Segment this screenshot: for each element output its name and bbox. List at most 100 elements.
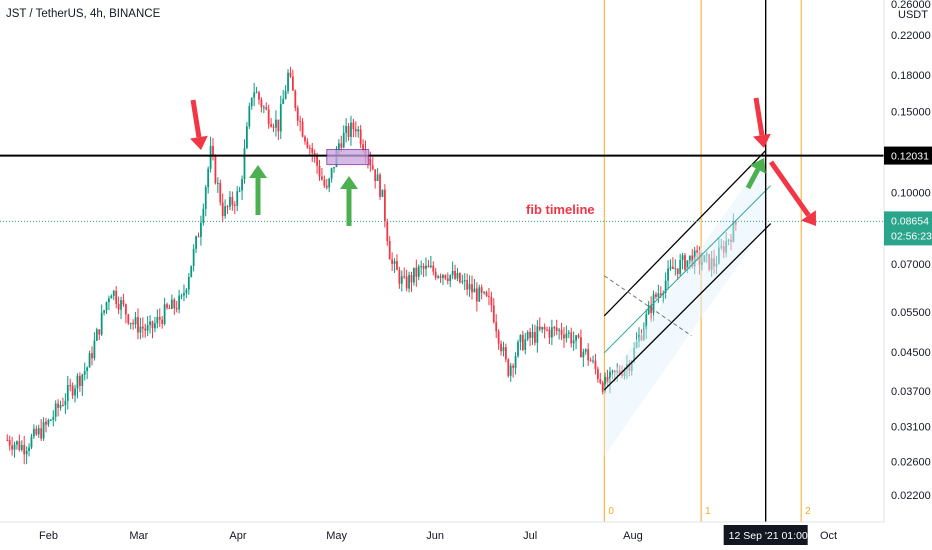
candle-body: [393, 261, 396, 264]
candle-body: [54, 403, 57, 417]
candle-body: [238, 190, 241, 192]
candle-body: [76, 375, 79, 389]
candle-body: [156, 317, 159, 324]
level-price-tag: [884, 146, 932, 165]
candle-body: [25, 450, 28, 455]
red-arrow-down-head: [801, 210, 816, 226]
candle-body: [398, 270, 401, 284]
candle-body: [546, 329, 548, 331]
candle-body: [488, 295, 490, 297]
green-arrow-up-head: [340, 176, 358, 189]
candle-body: [236, 191, 239, 206]
candle-body: [449, 275, 452, 282]
candle-body: [6, 439, 9, 441]
candle-body: [536, 326, 539, 343]
candle-body: [408, 274, 410, 289]
candle-body: [371, 165, 374, 170]
candle-body: [272, 126, 275, 128]
candle-body: [374, 169, 377, 181]
candle-body: [386, 221, 389, 242]
candle-body: [688, 255, 691, 261]
candle-body: [40, 428, 43, 439]
price-tick-label: 0.03700: [891, 386, 931, 398]
green-arrow-up-shaft: [745, 168, 761, 190]
candle-body: [231, 197, 234, 205]
green-arrow-up-head: [749, 158, 766, 174]
candle-body: [473, 288, 476, 293]
plot-area[interactable]: [0, 0, 884, 522]
price-tick-label: 0.26000: [891, 0, 931, 11]
candle-body: [323, 179, 326, 186]
candle-body: [42, 421, 45, 439]
candle-body: [308, 147, 311, 149]
candle-body: [255, 92, 258, 94]
price-tick-label: 0.03100: [891, 421, 931, 433]
candle-body: [659, 293, 662, 295]
price-tick-label: 0.15000: [891, 107, 931, 119]
fib-level-label: 0: [608, 506, 614, 517]
candle-body: [383, 189, 386, 222]
candle-body: [599, 378, 602, 383]
candle-body: [674, 268, 677, 270]
candle-body: [565, 333, 568, 339]
candle-body: [507, 359, 510, 376]
candle-body: [480, 287, 483, 293]
candle-body: [282, 98, 285, 105]
candle-body: [667, 268, 669, 281]
candle-body: [183, 293, 185, 296]
candle-body: [531, 332, 534, 338]
candle-body: [95, 329, 98, 341]
candle-body: [62, 404, 64, 406]
candle-body: [696, 250, 699, 253]
candle-body: [32, 428, 35, 437]
candle-body: [216, 182, 219, 184]
candle-body: [405, 276, 408, 289]
candles: [6, 66, 737, 465]
last-price-tag: [884, 211, 932, 246]
candle-body: [657, 293, 660, 297]
candle-body: [354, 129, 357, 132]
candle-body: [512, 365, 515, 368]
candle-body: [575, 335, 577, 341]
candle-body: [521, 335, 524, 350]
candle-body: [250, 97, 253, 107]
candle-body: [37, 428, 40, 435]
time-tick-label: Jun: [426, 530, 444, 542]
candle-body: [350, 122, 352, 137]
candle-body: [517, 341, 519, 357]
candle-body: [296, 107, 299, 121]
time-tick-label: Jul: [523, 530, 537, 542]
candle-body: [582, 351, 585, 358]
channel-anchor-dashed-line: [604, 275, 692, 337]
candle-body: [369, 158, 372, 166]
candle-body: [170, 299, 173, 309]
candle-body: [23, 445, 26, 455]
candle-body: [301, 121, 304, 137]
candle-body: [434, 271, 437, 278]
candle-body: [187, 276, 190, 290]
candle-body: [64, 400, 67, 406]
time-tick-label: Apr: [229, 530, 246, 542]
price-tick-label: 0.05500: [891, 307, 931, 319]
candle-body: [306, 141, 309, 148]
candle-body: [253, 92, 256, 98]
candle-body: [451, 270, 454, 276]
candle-body: [500, 343, 502, 352]
candle-body: [558, 329, 561, 331]
candle-body: [534, 332, 536, 343]
candle-body: [417, 266, 420, 277]
candle-body: [560, 329, 563, 335]
candle-body: [78, 375, 81, 386]
candle-body: [166, 304, 168, 308]
candle-body: [195, 236, 197, 249]
candle-body: [357, 129, 360, 132]
candle-body: [396, 261, 398, 271]
channel-middle-line: [603, 185, 772, 354]
candle-body: [686, 260, 689, 270]
countdown-tag-text: 02:56:23: [891, 230, 932, 242]
candle-body: [347, 125, 350, 137]
candle-body: [132, 322, 135, 325]
channel-upper-line: [603, 150, 767, 317]
candle-body: [318, 165, 321, 177]
